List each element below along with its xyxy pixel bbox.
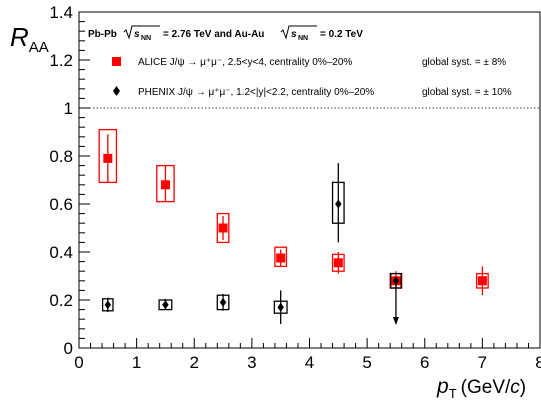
y-tick-label: 1.2 — [49, 51, 73, 70]
data-point — [162, 300, 169, 310]
x-axis-title-rest: (GeV/ — [461, 377, 511, 398]
x-axis: 0 1 2 3 4 5 6 7 8 — [74, 338, 541, 372]
legend-syst-phenix: global syst. = ± 10% — [422, 87, 512, 98]
sqrt1-sub: NN — [141, 35, 151, 42]
y-axis-title: RAA — [10, 22, 49, 56]
data-point — [392, 276, 400, 286]
x-axis-title-sub: T — [449, 386, 457, 401]
data-point — [160, 180, 170, 190]
x-tick-label: 4 — [305, 353, 314, 372]
legend: ALICE J/ψ → μ⁺μ⁻, 2.5<y<4, centrality 0%… — [112, 57, 512, 98]
data-point — [104, 300, 112, 310]
data-point — [335, 199, 342, 209]
header-part3: = 0.2 TeV — [320, 29, 363, 40]
sqrt1-symbol: s NN — [123, 25, 160, 42]
legend-label-alice: ALICE J/ψ → μ⁺μ⁻, 2.5<y<4, centrality 0%… — [138, 57, 352, 68]
x-tick-label: 2 — [190, 353, 199, 372]
data-point — [333, 258, 343, 268]
series-phenix — [101, 163, 402, 325]
x-tick-label: 8 — [535, 353, 541, 372]
data-point — [218, 223, 228, 233]
sqrt2-var: s — [291, 29, 297, 40]
x-axis-title-main: p — [436, 375, 449, 398]
header-part2: = 2.76 TeV and Au-Au — [163, 29, 264, 40]
y-tick-label: 1 — [64, 99, 73, 118]
upper-limit-arrow-head — [392, 317, 399, 325]
syst-box — [98, 128, 118, 184]
legend-syst-alice: global syst. = ± 8% — [422, 57, 506, 68]
data-point — [276, 253, 286, 263]
data-point — [477, 276, 487, 286]
sqrt2-radical — [280, 25, 317, 40]
legend-entry-alice: ALICE J/ψ → μ⁺μ⁻, 2.5<y<4, centrality 0%… — [112, 57, 506, 68]
y-tick-label: 0.6 — [49, 195, 73, 214]
legend-marker-phenix — [113, 86, 120, 96]
x-tick-label: 3 — [247, 353, 256, 372]
sqrt2-sub: NN — [298, 35, 308, 42]
x-axis-title-c: c — [510, 377, 520, 398]
y-tick-label: 0.4 — [49, 243, 73, 262]
y-tick-label: 1.4 — [49, 3, 73, 22]
sqrt2-symbol: s NN — [280, 25, 317, 42]
header-annotation: Pb-Pb s NN = 2.76 TeV and Au-Au s NN = 0… — [88, 25, 363, 42]
x-tick-label: 5 — [362, 353, 371, 372]
y-axis-title-sub: AA — [29, 39, 49, 56]
data-point — [277, 302, 284, 312]
sqrt1-radical — [123, 25, 160, 40]
x-axis-title: pT (GeV/c) — [436, 375, 526, 401]
legend-label-phenix: PHENIX J/ψ → μ⁺μ⁻, 1.2<|y|<2.2, centrali… — [138, 87, 374, 98]
y-axis: 0 0.2 0.4 0.6 0.8 1 1.2 1.4 — [49, 3, 90, 358]
legend-marker-alice — [112, 57, 121, 66]
header-part1: Pb-Pb — [88, 29, 117, 40]
y-tick-label: 0 — [64, 339, 73, 358]
data-point — [103, 153, 113, 163]
data-point — [219, 297, 227, 307]
y-tick-label: 0.8 — [49, 147, 73, 166]
series-alice — [98, 128, 489, 296]
y-tick-label: 0.2 — [49, 291, 73, 310]
y-axis-title-main: R — [10, 22, 29, 52]
x-axis-title-close: ) — [520, 377, 526, 398]
legend-entry-phenix: PHENIX J/ψ → μ⁺μ⁻, 1.2<|y|<2.2, centrali… — [113, 86, 512, 98]
x-tick-label: 1 — [132, 353, 141, 372]
x-tick-label: 6 — [420, 353, 429, 372]
x-tick-label: 0 — [74, 353, 83, 372]
sqrt1-var: s — [134, 29, 140, 40]
syst-box — [216, 212, 230, 244]
x-tick-label: 7 — [478, 353, 487, 372]
data-layer — [98, 128, 489, 325]
